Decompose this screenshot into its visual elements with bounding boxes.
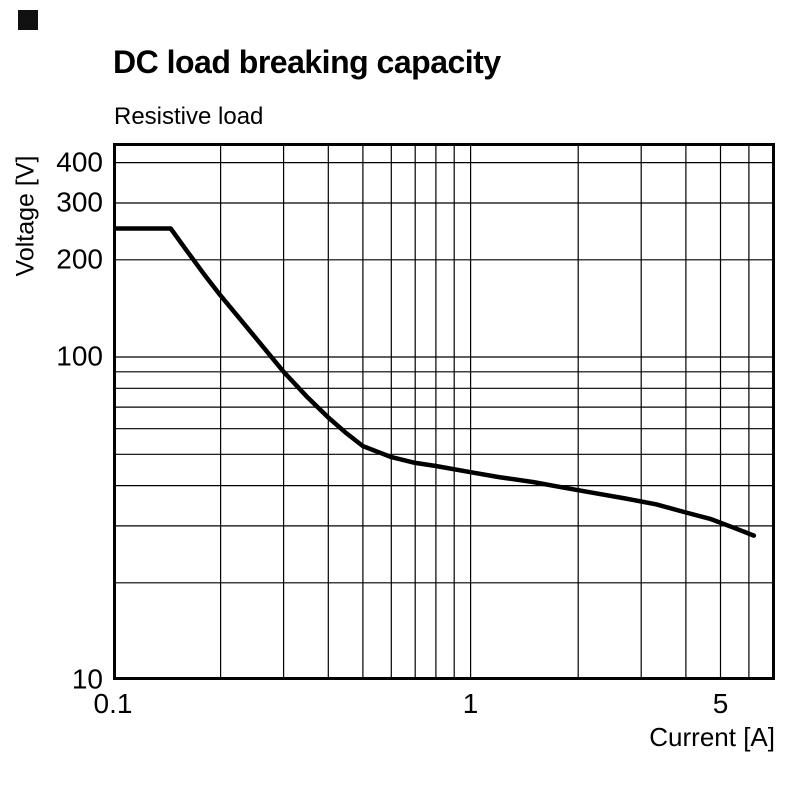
breaking-capacity-curve [113,226,757,538]
y-tick-label: 10 [71,663,103,695]
chart-title: DC load breaking capacity [113,44,501,80]
chart-subtitle: Resistive load [114,103,264,130]
page-corner-mark [18,10,38,30]
y-tick-label: 200 [56,243,103,275]
x-tick-label: 5 [712,688,729,719]
plot-area: 400 300 200 100 10 0.1 1 5 [56,143,775,719]
x-tick-label: 1 [462,688,479,719]
x-axis-label: Current [A] [649,722,775,752]
plot-frame [113,143,775,680]
y-tick-label: 400 [56,145,103,177]
y-tick-label: 100 [56,340,103,372]
y-axis-label: Voltage [V] [11,155,40,277]
y-tick-label: 300 [56,186,103,218]
x-tick-label: 0.1 [93,688,133,719]
plot-svg [113,143,775,680]
